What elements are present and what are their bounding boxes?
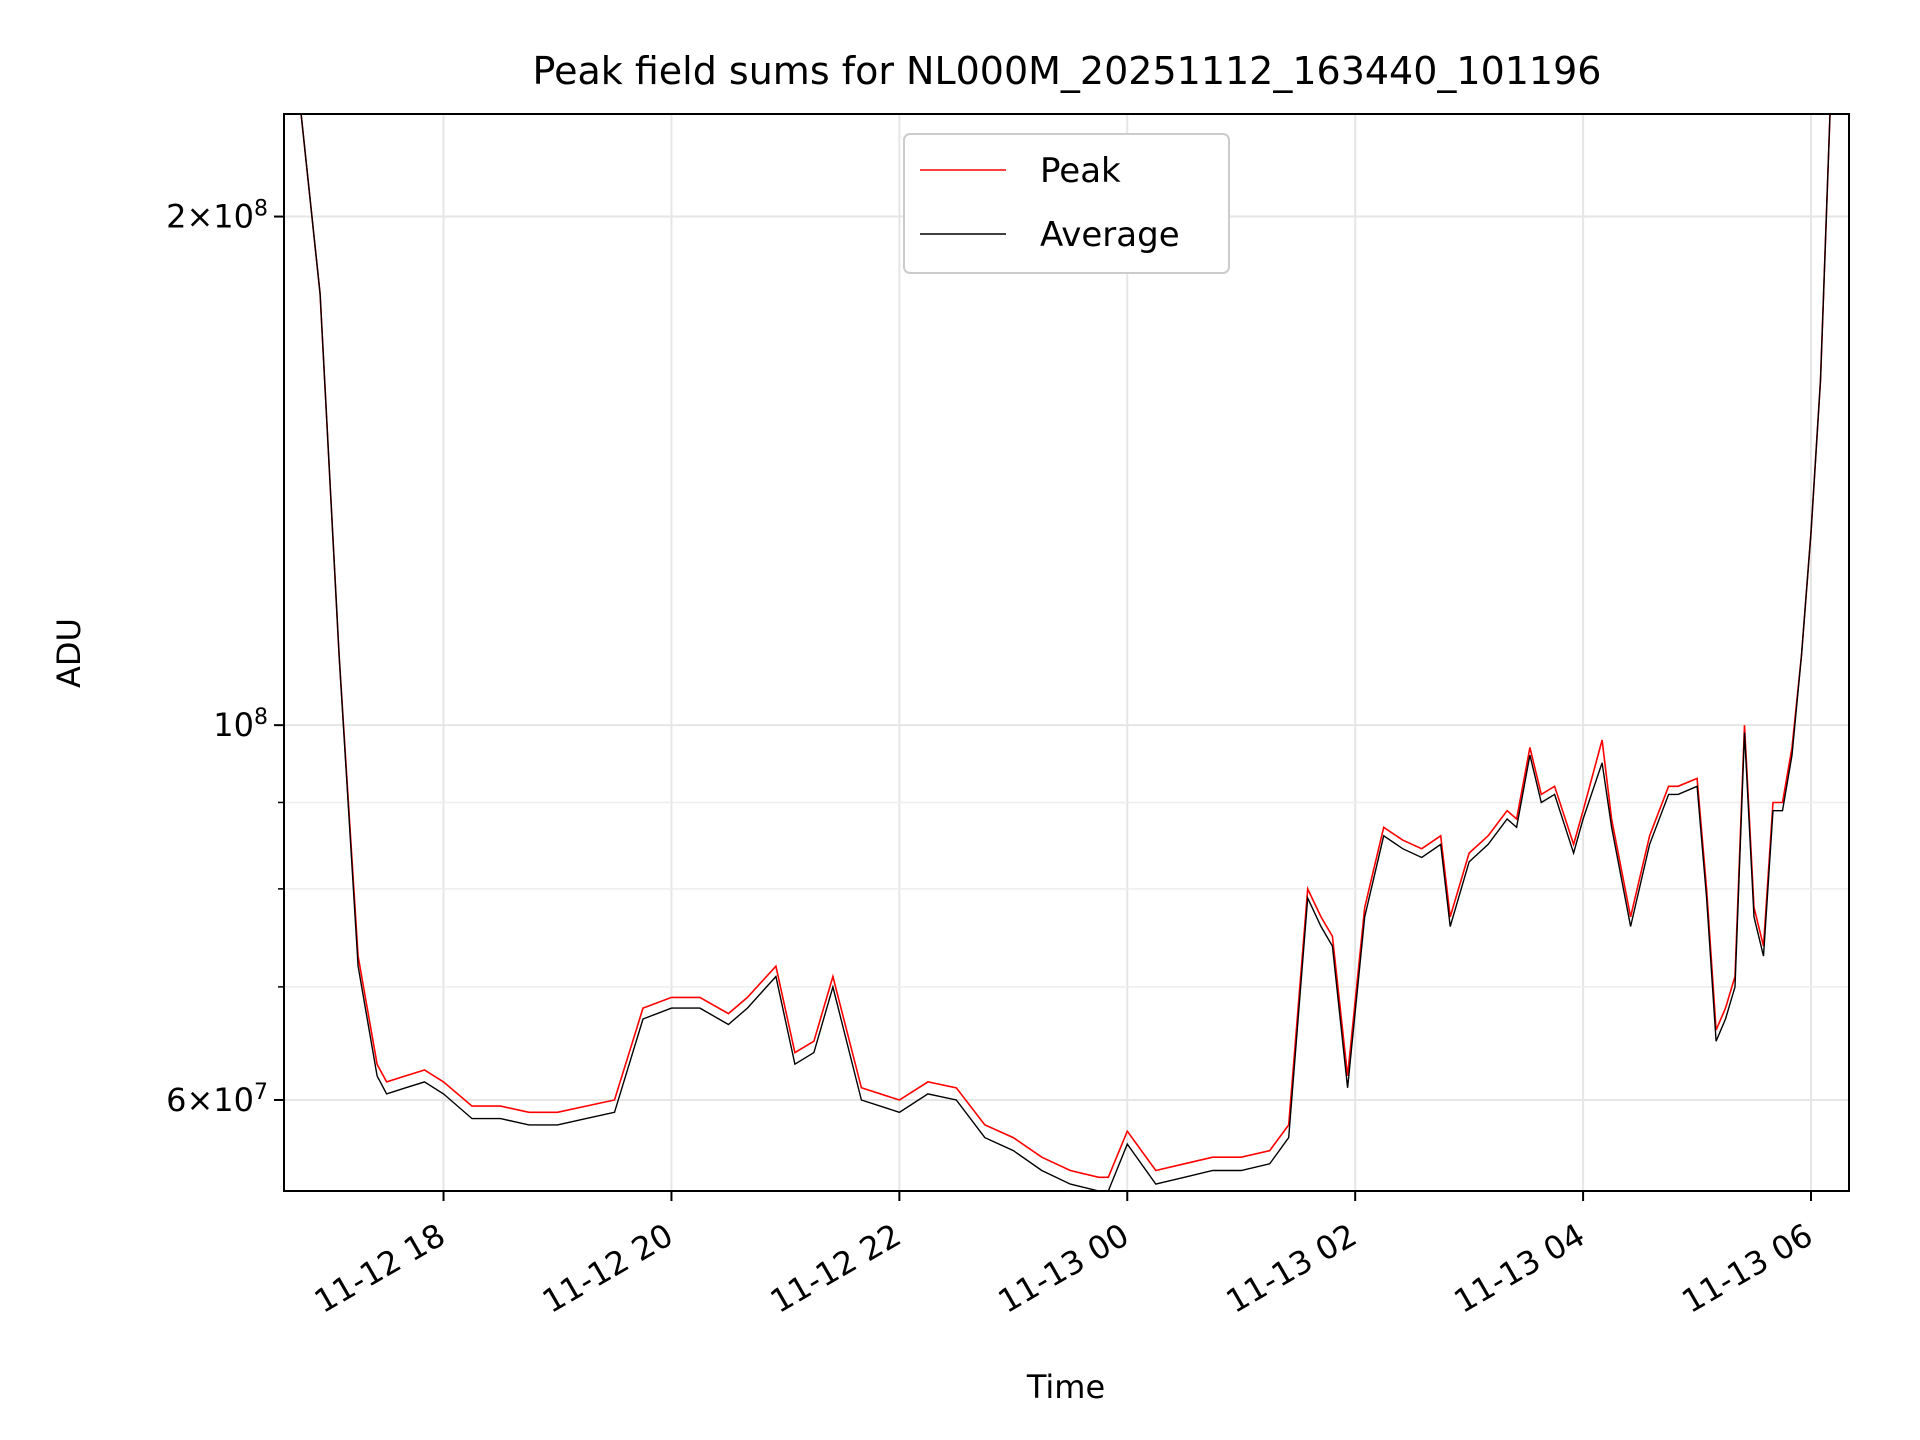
series-line-peak	[300, 114, 1831, 1179]
plot-frame	[283, 113, 1850, 1192]
y-axis-label: ADU	[50, 618, 88, 688]
legend: Peak Average	[903, 133, 1230, 274]
y-tick-label: 108	[213, 705, 268, 745]
legend-box	[903, 133, 1230, 274]
legend-label-average: Average	[1040, 215, 1180, 255]
chart-title: Peak field sums for NL000M_20251112_1634…	[533, 49, 1602, 93]
series-line-average	[300, 114, 1831, 1191]
x-axis-label: Time	[1026, 1368, 1105, 1406]
y-tick-label: 6×107	[166, 1079, 268, 1119]
y-tick-label: 2×108	[166, 196, 268, 236]
lines-layer	[300, 114, 1831, 1191]
legend-label-peak: Peak	[1040, 151, 1121, 191]
